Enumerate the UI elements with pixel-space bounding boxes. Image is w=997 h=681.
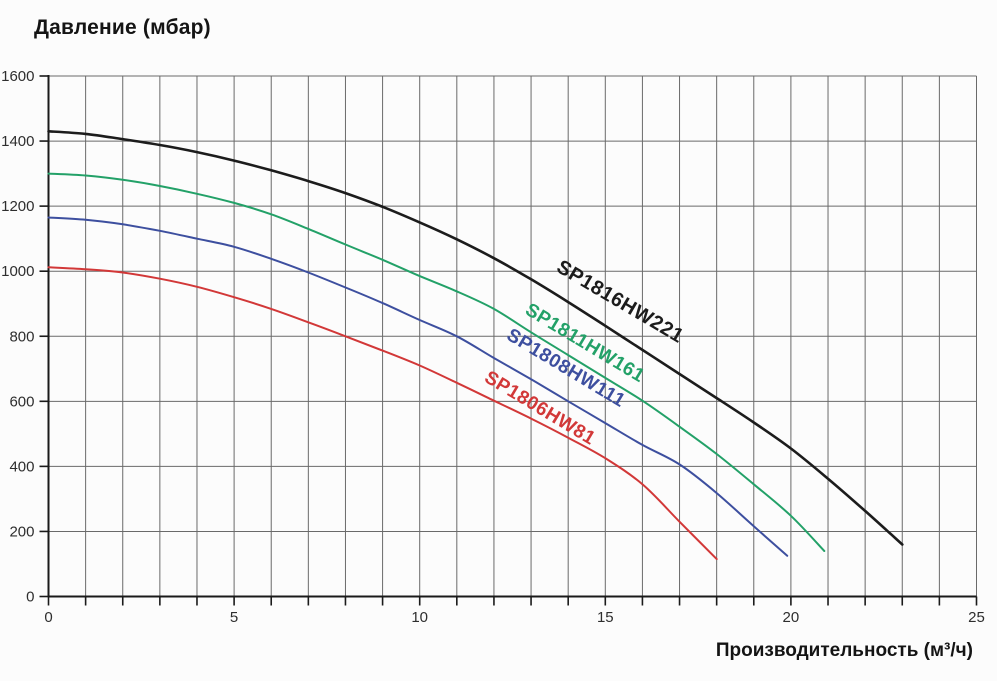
curve-SP1808HW111 [47, 216, 789, 557]
y-tick-label: 1600 [1, 68, 34, 85]
y-tick-label: 600 [9, 393, 34, 410]
y-tick-label: 0 [26, 589, 34, 606]
x-tick-label: 15 [597, 609, 614, 626]
x-tick-label: 5 [230, 609, 238, 626]
y-tick-label: 1400 [1, 133, 34, 150]
ticks [39, 75, 978, 606]
curve-SP1806HW81 [47, 266, 718, 561]
y-tick-label: 200 [9, 523, 34, 540]
y-tick-label: 1000 [1, 263, 34, 280]
curve-SP1811HW161 [47, 172, 826, 552]
tick-labels: 0 5 10 15 20 25 0 200 400 600 800 1000 1200 1400 1600 [1, 68, 985, 626]
y-tick-label: 400 [9, 458, 34, 475]
x-tick-label: 10 [411, 609, 428, 626]
y-tick-label: 1200 [1, 198, 34, 215]
y-tick-label: 800 [9, 328, 34, 345]
curve-SP1816HW221 [47, 130, 904, 546]
x-tick-label: 0 [44, 609, 52, 626]
x-axis-title: Производительность (м³/ч) [715, 640, 973, 661]
y-axis-title: Давление (мбар) [34, 16, 211, 39]
x-tick-label: 25 [968, 609, 985, 626]
x-tick-label: 20 [783, 609, 800, 626]
